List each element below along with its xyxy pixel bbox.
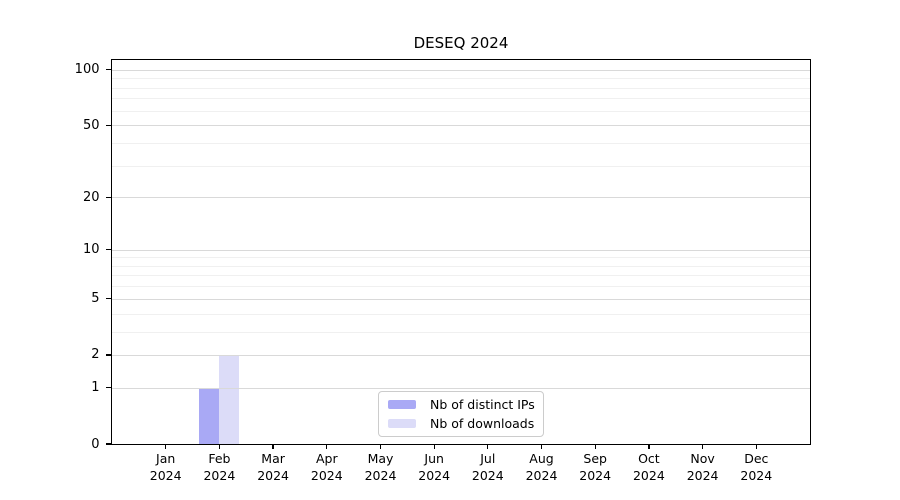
gridline-minor-60 <box>112 110 810 112</box>
legend-swatch-distinct-ips <box>388 400 416 409</box>
x-label-year-sep: 2024 <box>579 467 612 483</box>
gridline-minor-90 <box>112 78 810 80</box>
y-tick-label-0: 0 <box>91 436 100 452</box>
x-tick-label-feb: Feb 2024 <box>186 451 252 484</box>
x-tick-oct <box>648 444 650 449</box>
x-tick-jun <box>433 444 435 449</box>
x-label-year-may: 2024 <box>364 467 397 483</box>
bar-downloads-feb <box>219 354 240 444</box>
plot-area <box>112 60 810 444</box>
x-label-year-aug: 2024 <box>525 467 558 483</box>
x-label-year-jul: 2024 <box>471 467 504 483</box>
x-label-year-feb: 2024 <box>203 467 236 483</box>
x-tick-label-sep: Sep 2024 <box>562 451 628 484</box>
y-tick-20 <box>105 196 112 198</box>
x-tick-label-aug: Aug 2024 <box>509 451 575 484</box>
x-tick-label-dec: Dec 2024 <box>723 451 789 484</box>
y-tick-1 <box>105 387 112 389</box>
x-tick-apr <box>326 444 328 449</box>
x-tick-label-jan: Jan 2024 <box>133 451 199 484</box>
y-tick-label-1: 1 <box>91 380 100 396</box>
y-tick-label-10: 10 <box>82 242 100 258</box>
y-tick-5 <box>105 298 112 300</box>
x-label-month-jul: Jul <box>480 451 496 466</box>
x-tick-jul <box>487 444 489 449</box>
legend-row-downloads: Nb of downloads <box>388 416 543 431</box>
gridline-minor-4 <box>112 313 810 315</box>
y-tick-label-20: 20 <box>82 189 100 205</box>
legend-label-downloads: Nb of downloads <box>430 416 535 431</box>
gridline-major-2 <box>112 354 810 356</box>
gridline-minor-3 <box>112 331 810 333</box>
legend-row-distinct-ips: Nb of distinct IPs <box>388 397 543 412</box>
y-tick-10 <box>105 248 112 251</box>
x-tick-label-jun: Jun 2024 <box>401 451 467 484</box>
x-label-year-nov: 2024 <box>686 467 719 483</box>
x-label-month-aug: Aug <box>529 451 554 466</box>
y-tick-label-50: 50 <box>82 117 100 133</box>
x-tick-may <box>379 444 382 449</box>
gridline-minor-6 <box>112 286 810 288</box>
legend: Nb of distinct IPs Nb of downloads <box>378 391 544 437</box>
x-label-month-mar: Mar <box>261 451 285 466</box>
x-tick-nov <box>701 444 704 449</box>
chart-title: DESEQ 2024 <box>413 34 509 52</box>
x-label-year-jan: 2024 <box>149 467 182 483</box>
gridline-minor-9 <box>112 257 810 259</box>
y-tick-0 <box>105 443 112 445</box>
gridline-minor-80 <box>112 87 810 89</box>
x-tick-label-nov: Nov 2024 <box>670 451 736 484</box>
gridline-minor-30 <box>112 165 810 167</box>
gridline-major-5 <box>112 298 810 300</box>
legend-label-distinct-ips: Nb of distinct IPs <box>430 397 535 412</box>
gridline-major-10 <box>112 249 810 251</box>
x-label-month-jan: Jan <box>156 451 176 466</box>
y-tick-label-100: 100 <box>74 62 100 78</box>
x-tick-dec <box>755 444 757 449</box>
x-label-month-jun: Jun <box>424 451 444 466</box>
y-tick-label-2: 2 <box>91 347 100 363</box>
x-label-year-dec: 2024 <box>740 467 773 483</box>
x-tick-feb <box>218 444 221 449</box>
x-label-month-oct: Oct <box>638 451 660 466</box>
gridline-minor-7 <box>112 275 810 277</box>
x-tick-aug <box>540 444 543 449</box>
x-label-month-sep: Sep <box>583 451 607 466</box>
gridline-minor-40 <box>112 142 810 144</box>
x-label-year-mar: 2024 <box>257 467 289 483</box>
gridline-major-50 <box>112 125 810 127</box>
x-tick-label-apr: Apr 2024 <box>294 451 360 484</box>
x-tick-mar <box>272 444 274 449</box>
x-label-month-dec: Dec <box>744 451 769 466</box>
gridline-major-100 <box>112 69 810 71</box>
y-tick-2 <box>105 354 112 356</box>
x-label-month-apr: Apr <box>315 451 338 466</box>
gridline-minor-8 <box>112 265 810 267</box>
x-tick-jan <box>165 444 167 449</box>
gridline-minor-70 <box>112 98 810 100</box>
x-label-year-oct: 2024 <box>632 467 665 483</box>
x-label-month-feb: Feb <box>208 451 231 466</box>
x-tick-label-jul: Jul 2024 <box>455 451 521 484</box>
x-tick-label-oct: Oct 2024 <box>616 451 682 484</box>
y-tick-label-5: 5 <box>91 291 100 307</box>
x-tick-label-may: May 2024 <box>348 451 414 484</box>
x-label-year-apr: 2024 <box>310 467 343 483</box>
x-label-month-nov: Nov <box>690 451 715 466</box>
bar-distinct-ips-feb <box>199 387 220 444</box>
gridline-major-20 <box>112 197 810 199</box>
y-tick-50 <box>105 124 112 126</box>
legend-swatch-downloads <box>388 419 416 428</box>
x-label-year-jun: 2024 <box>418 467 451 483</box>
x-label-month-may: May <box>367 451 394 466</box>
x-tick-label-mar: Mar 2024 <box>240 451 306 484</box>
gridline-major-1 <box>112 387 810 389</box>
x-tick-sep <box>594 444 596 449</box>
y-tick-100 <box>105 69 112 71</box>
